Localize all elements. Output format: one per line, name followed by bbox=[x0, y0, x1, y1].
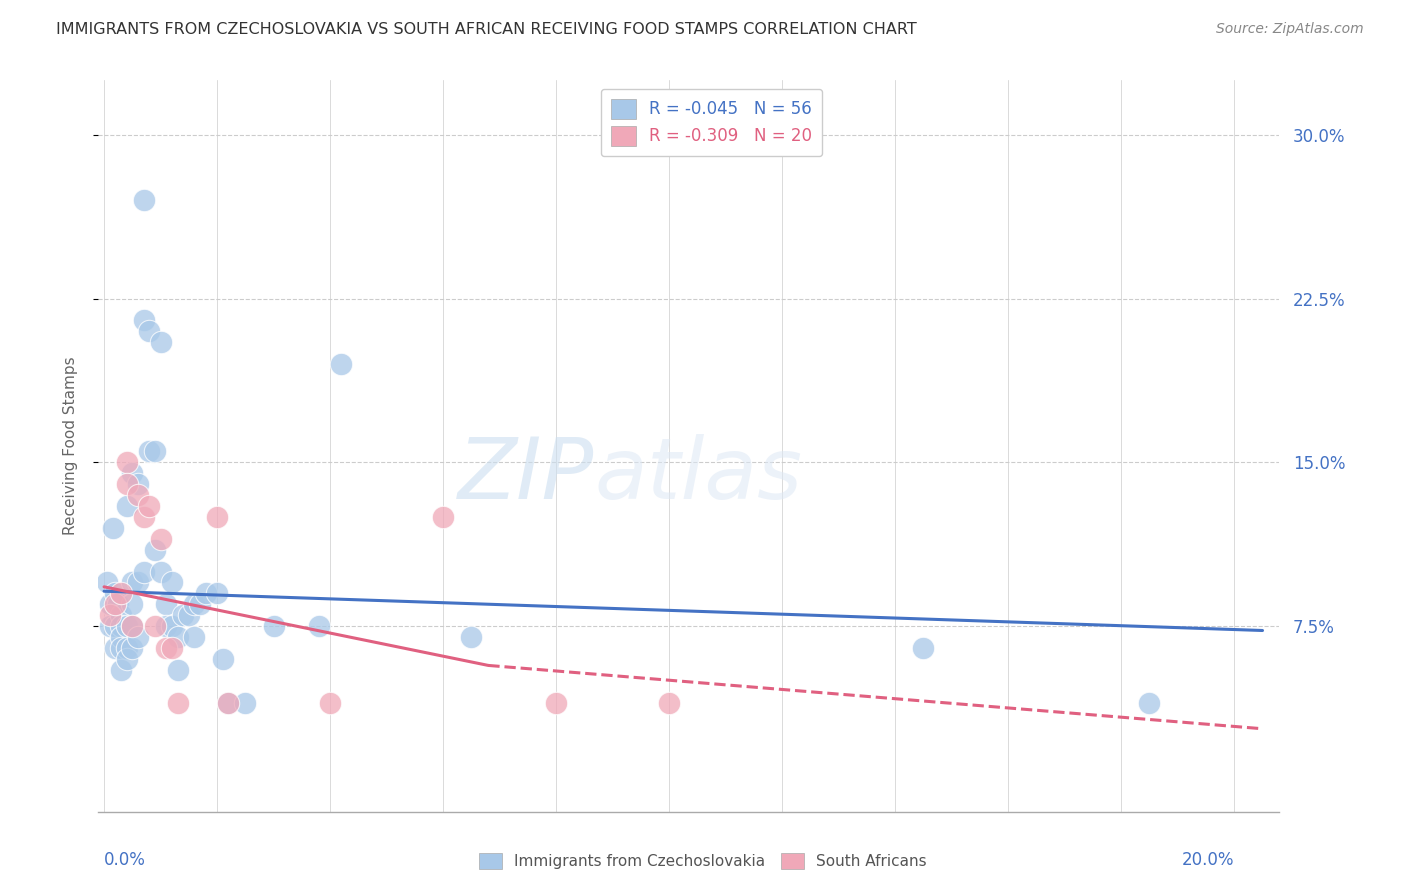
Point bbox=[166, 663, 188, 677]
Point bbox=[217, 696, 239, 710]
Point bbox=[166, 630, 188, 644]
Point bbox=[127, 477, 149, 491]
Point bbox=[319, 696, 342, 710]
Point bbox=[98, 619, 121, 633]
Point bbox=[115, 640, 138, 655]
Y-axis label: Receiving Food Stamps: Receiving Food Stamps bbox=[63, 357, 77, 535]
Point bbox=[107, 597, 129, 611]
Point bbox=[149, 335, 172, 350]
Text: 0.0%: 0.0% bbox=[104, 851, 146, 869]
Point bbox=[121, 619, 143, 633]
Text: ZIP: ZIP bbox=[458, 434, 595, 516]
Point bbox=[155, 640, 177, 655]
Point bbox=[308, 619, 330, 633]
Point bbox=[330, 357, 353, 371]
Point bbox=[149, 565, 172, 579]
Point bbox=[115, 499, 138, 513]
Point bbox=[132, 194, 155, 208]
Text: 20.0%: 20.0% bbox=[1182, 851, 1234, 869]
Point bbox=[460, 630, 482, 644]
Point bbox=[172, 608, 194, 623]
Point bbox=[115, 477, 138, 491]
Point bbox=[121, 640, 143, 655]
Point bbox=[194, 586, 217, 600]
Point bbox=[143, 619, 166, 633]
Point bbox=[233, 696, 256, 710]
Point bbox=[143, 542, 166, 557]
Point bbox=[110, 640, 132, 655]
Point bbox=[183, 597, 205, 611]
Legend: Immigrants from Czechoslovakia, South Africans: Immigrants from Czechoslovakia, South Af… bbox=[474, 847, 932, 875]
Point bbox=[658, 696, 681, 710]
Point bbox=[110, 663, 132, 677]
Point bbox=[98, 608, 121, 623]
Point bbox=[160, 640, 183, 655]
Point bbox=[432, 510, 454, 524]
Point bbox=[217, 696, 239, 710]
Point bbox=[127, 488, 149, 502]
Point bbox=[104, 640, 127, 655]
Point bbox=[121, 467, 143, 481]
Point bbox=[121, 575, 143, 590]
Point bbox=[104, 597, 127, 611]
Point bbox=[263, 619, 285, 633]
Point bbox=[138, 324, 160, 338]
Text: Source: ZipAtlas.com: Source: ZipAtlas.com bbox=[1216, 22, 1364, 37]
Point bbox=[143, 444, 166, 458]
Point bbox=[160, 619, 183, 633]
Point bbox=[104, 619, 127, 633]
Point bbox=[132, 510, 155, 524]
Point bbox=[211, 652, 233, 666]
Point bbox=[110, 608, 132, 623]
Point bbox=[1139, 696, 1161, 710]
Point bbox=[115, 619, 138, 633]
Point bbox=[188, 597, 211, 611]
Point bbox=[98, 597, 121, 611]
Point bbox=[127, 575, 149, 590]
Point bbox=[115, 652, 138, 666]
Point bbox=[127, 630, 149, 644]
Point bbox=[912, 640, 935, 655]
Point bbox=[121, 597, 143, 611]
Point bbox=[155, 619, 177, 633]
Point bbox=[115, 455, 138, 469]
Text: atlas: atlas bbox=[595, 434, 803, 516]
Point bbox=[183, 630, 205, 644]
Point bbox=[132, 565, 155, 579]
Point bbox=[121, 619, 143, 633]
Point bbox=[110, 630, 132, 644]
Point bbox=[205, 510, 228, 524]
Point bbox=[104, 586, 127, 600]
Point bbox=[101, 521, 124, 535]
Point bbox=[96, 575, 118, 590]
Point bbox=[205, 586, 228, 600]
Point bbox=[546, 696, 568, 710]
Point bbox=[177, 608, 200, 623]
Point bbox=[155, 597, 177, 611]
Point bbox=[110, 586, 132, 600]
Point bbox=[138, 499, 160, 513]
Point bbox=[149, 532, 172, 546]
Text: IMMIGRANTS FROM CZECHOSLOVAKIA VS SOUTH AFRICAN RECEIVING FOOD STAMPS CORRELATIO: IMMIGRANTS FROM CZECHOSLOVAKIA VS SOUTH … bbox=[56, 22, 917, 37]
Point bbox=[138, 444, 160, 458]
Point bbox=[110, 619, 132, 633]
Point bbox=[160, 575, 183, 590]
Point bbox=[132, 313, 155, 327]
Point bbox=[166, 696, 188, 710]
Legend: R = -0.045   N = 56, R = -0.309   N = 20: R = -0.045 N = 56, R = -0.309 N = 20 bbox=[600, 88, 823, 156]
